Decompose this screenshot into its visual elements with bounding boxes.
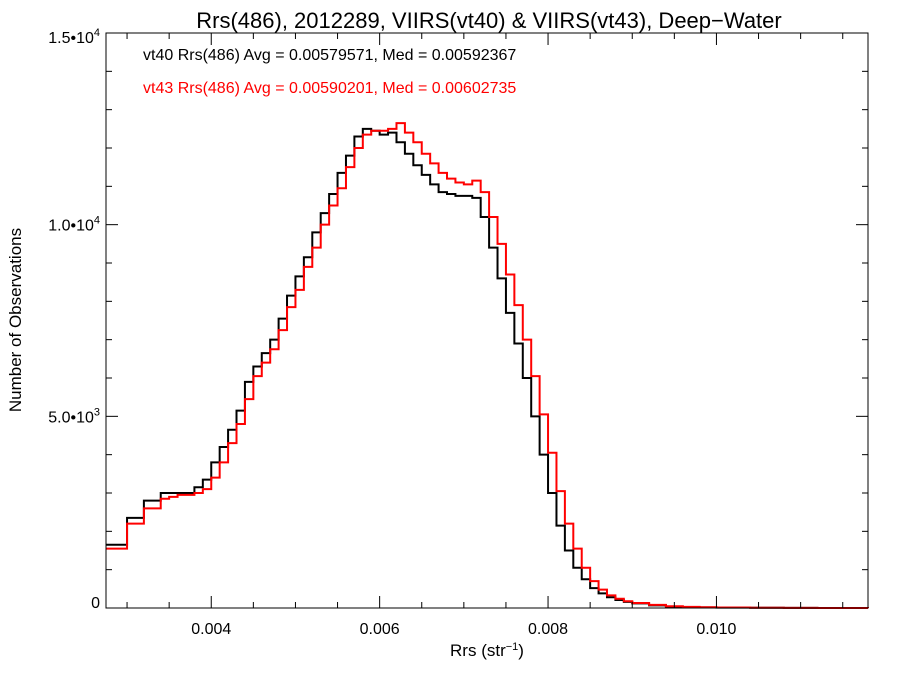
x-axis-label: Rrs (str−1) bbox=[450, 641, 524, 660]
x-axis-label-main: Rrs (str bbox=[450, 641, 506, 660]
y-tick-label: 1.0•104 bbox=[48, 215, 100, 235]
y-axis-label: Number of Observations bbox=[6, 228, 25, 412]
series-line-vt43 bbox=[106, 122, 869, 609]
series-layer bbox=[106, 122, 869, 609]
ticks-layer: 0.004 0.006 0.008 0.01005.0•1031.0•1041.5•1… bbox=[48, 27, 868, 638]
x-axis-label-sup: −1 bbox=[506, 641, 519, 653]
annotation-vt40: vt40 Rrs(486) Avg = 0.00579571, Med = 0.… bbox=[143, 47, 516, 64]
x-axis-label-tail: ) bbox=[518, 641, 524, 660]
series-line-vt40 bbox=[106, 127, 869, 609]
y-tick-label: 5.0•103 bbox=[48, 406, 100, 426]
y-tick-label-exponent: 4 bbox=[94, 215, 100, 227]
x-tick-label: 0.004 bbox=[191, 621, 231, 638]
plot-frame bbox=[105, 32, 869, 609]
chart-title: Rrs(486), 2012289, VIIRS(vt40) & VIIRS(v… bbox=[196, 8, 781, 33]
plot-area: 0.004 0.006 0.008 0.01005.0•1031.0•1041.5•1… bbox=[48, 27, 869, 638]
y-tick-label-exponent: 3 bbox=[94, 406, 100, 418]
y-tick-label-main: 1.0•10 bbox=[48, 218, 94, 235]
y-tick-label: 1.5•104 bbox=[48, 27, 100, 47]
x-tick-label: 0.006 bbox=[360, 621, 400, 638]
y-tick-label-main: 1.5•10 bbox=[48, 30, 94, 47]
y-tick-label: 0 bbox=[91, 595, 100, 612]
y-tick-label-main: 0 bbox=[91, 595, 100, 612]
x-tick-label: 0.008 bbox=[528, 621, 568, 638]
annotation-vt43: vt43 Rrs(486) Avg = 0.00590201, Med = 0.… bbox=[143, 80, 516, 97]
y-tick-label-main: 5.0•10 bbox=[48, 409, 94, 426]
x-tick-label: 0.010 bbox=[696, 621, 736, 638]
y-tick-label-exponent: 4 bbox=[94, 27, 100, 39]
